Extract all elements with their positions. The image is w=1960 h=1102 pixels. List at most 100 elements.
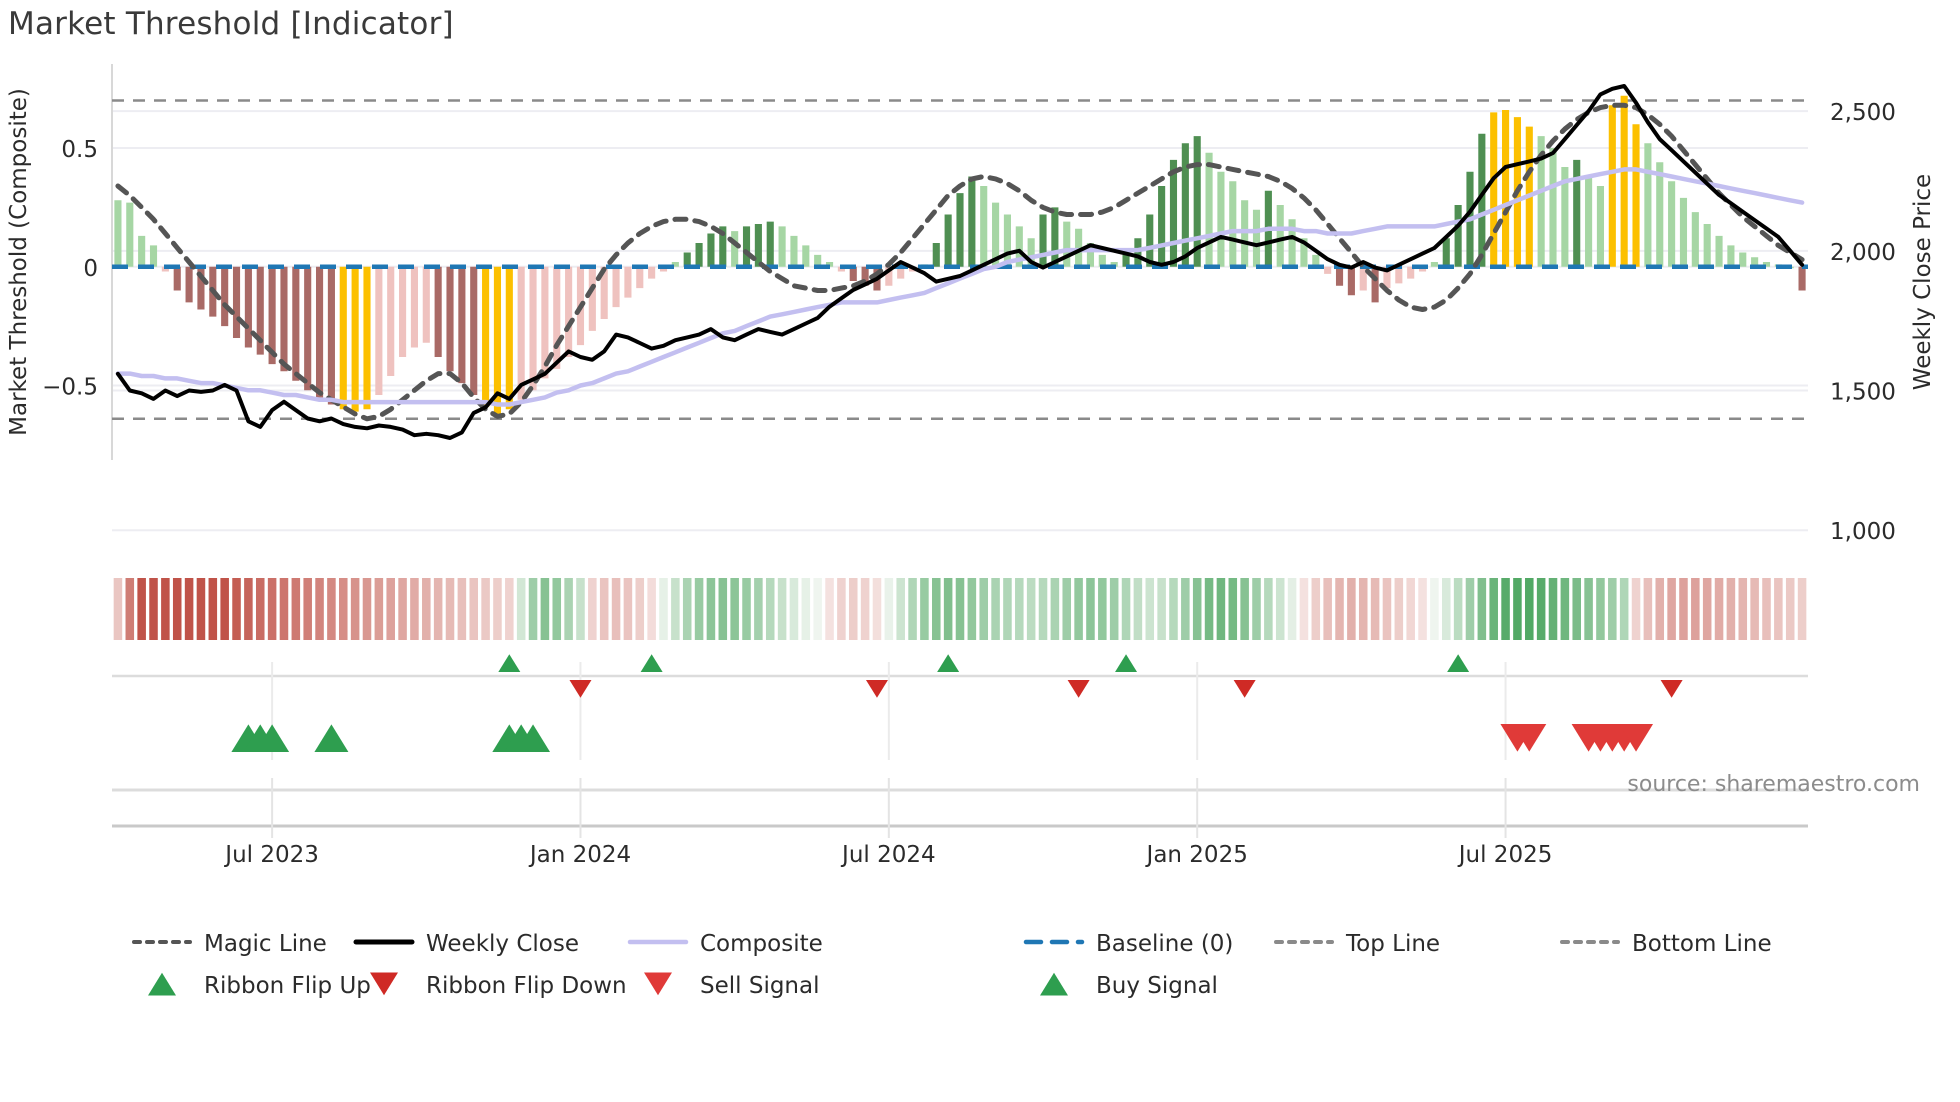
ribbon-cell (1513, 578, 1522, 640)
x-tick-label: Jul 2025 (1457, 842, 1553, 868)
ribbon-flip-down-marker (1233, 679, 1256, 698)
threshold-bar (1585, 176, 1593, 267)
ribbon-cell (1109, 578, 1119, 640)
ribbon-cell (1204, 578, 1214, 640)
threshold-bar (968, 176, 976, 267)
ribbon-cell (374, 578, 384, 640)
threshold-bar (1169, 159, 1178, 267)
ribbon-cell (149, 578, 158, 640)
ribbon-cell (362, 578, 372, 640)
ribbon-cell (1145, 578, 1155, 640)
threshold-bar (1134, 238, 1142, 267)
ribbon-cell (1406, 578, 1415, 640)
ribbon-cell (552, 578, 562, 640)
threshold-bar (470, 266, 478, 395)
ribbon-cell (908, 578, 917, 640)
threshold-bar (1098, 254, 1106, 267)
ribbon-cell (1287, 578, 1297, 640)
ribbon-cell (1382, 578, 1392, 640)
legend-swatch-triangle-down (370, 972, 398, 996)
threshold-bar (1573, 159, 1581, 267)
ribbon-cell (540, 578, 550, 640)
threshold-bar (1418, 266, 1427, 272)
buy-signal-marker (516, 724, 551, 752)
ribbon-cell (1038, 578, 1048, 640)
threshold-bar (1644, 143, 1652, 267)
ribbon-cell (1335, 578, 1344, 640)
ribbon-cell (267, 578, 277, 640)
threshold-bar (1407, 266, 1415, 279)
ribbon-cell (564, 578, 573, 640)
ribbon-cell (1370, 578, 1380, 640)
threshold-bar (1383, 266, 1391, 289)
signal-panel (231, 724, 1654, 752)
threshold-bar (280, 266, 288, 372)
ribbon-cell (884, 578, 894, 640)
ribbon-cell (422, 578, 431, 640)
threshold-bar (1003, 214, 1011, 267)
ribbon-flip-up-marker (498, 654, 521, 673)
composite-series (115, 167, 1805, 407)
ribbon-cell (457, 578, 467, 640)
ribbon-cell (943, 578, 953, 640)
threshold-bar (1762, 262, 1771, 267)
ribbon-cell (1667, 578, 1676, 640)
ribbon-cell (1750, 578, 1759, 640)
ribbon-cell (1299, 578, 1309, 640)
ribbon-cell (1631, 578, 1641, 640)
right-axis-title: Weekly Close Price (1910, 174, 1936, 390)
ribbon-cell (825, 578, 834, 640)
threshold-bar (505, 266, 513, 410)
threshold-bar (1632, 124, 1640, 267)
threshold-bar (1205, 152, 1213, 267)
ribbon-cell (208, 578, 218, 640)
threshold-bar (565, 266, 573, 357)
threshold-bar (1324, 266, 1332, 274)
ribbon-cell (125, 578, 135, 640)
threshold-bar (327, 266, 335, 405)
ribbon-cell (777, 578, 787, 640)
ribbon-cell (1584, 578, 1593, 640)
threshold-bar (244, 266, 252, 348)
threshold-bar (707, 233, 715, 267)
ribbon-cell (1655, 578, 1665, 640)
threshold-bar (1158, 186, 1166, 267)
threshold-bar (1715, 235, 1723, 267)
ribbon-cell (1015, 578, 1024, 640)
threshold-bar (1454, 205, 1462, 267)
threshold-bar (1442, 238, 1450, 267)
threshold-bar (1561, 167, 1569, 267)
ribbon-cell (932, 578, 941, 640)
x-tick-label: Jul 2023 (223, 842, 319, 868)
ribbon-cell (991, 578, 1000, 640)
ribbon-flip-down-marker (1660, 679, 1683, 698)
ribbon-cell (837, 578, 846, 640)
threshold-bar (399, 266, 407, 357)
ribbon-cell (1275, 578, 1285, 640)
ribbon-cell (220, 578, 229, 640)
right-tick-label: 2,000 (1830, 240, 1896, 266)
legend-swatch-triangle-up (1040, 972, 1068, 996)
threshold-bar (588, 266, 596, 331)
threshold-bar (1217, 171, 1225, 267)
threshold-bar (256, 266, 264, 355)
ribbon-cell (635, 578, 645, 640)
threshold-bar (1430, 262, 1438, 267)
legend-label: Ribbon Flip Up (204, 973, 371, 999)
ribbon-cell (1441, 578, 1451, 640)
threshold-bar (1490, 112, 1498, 267)
threshold-bar (458, 266, 466, 384)
threshold-bar (232, 266, 241, 338)
left-axis-title: Market Threshold (Composite) (6, 88, 32, 436)
x-tick-label: Jan 2024 (528, 842, 631, 868)
threshold-bar (814, 254, 822, 267)
threshold-bar (600, 266, 608, 319)
ribbon-flip-panel (112, 654, 1808, 760)
threshold-bar (339, 266, 347, 410)
threshold-bar (1110, 262, 1118, 267)
ribbon-cell (789, 578, 799, 640)
threshold-bar (742, 226, 751, 267)
threshold-bar (1549, 148, 1557, 267)
ribbon-cell (1157, 578, 1166, 640)
